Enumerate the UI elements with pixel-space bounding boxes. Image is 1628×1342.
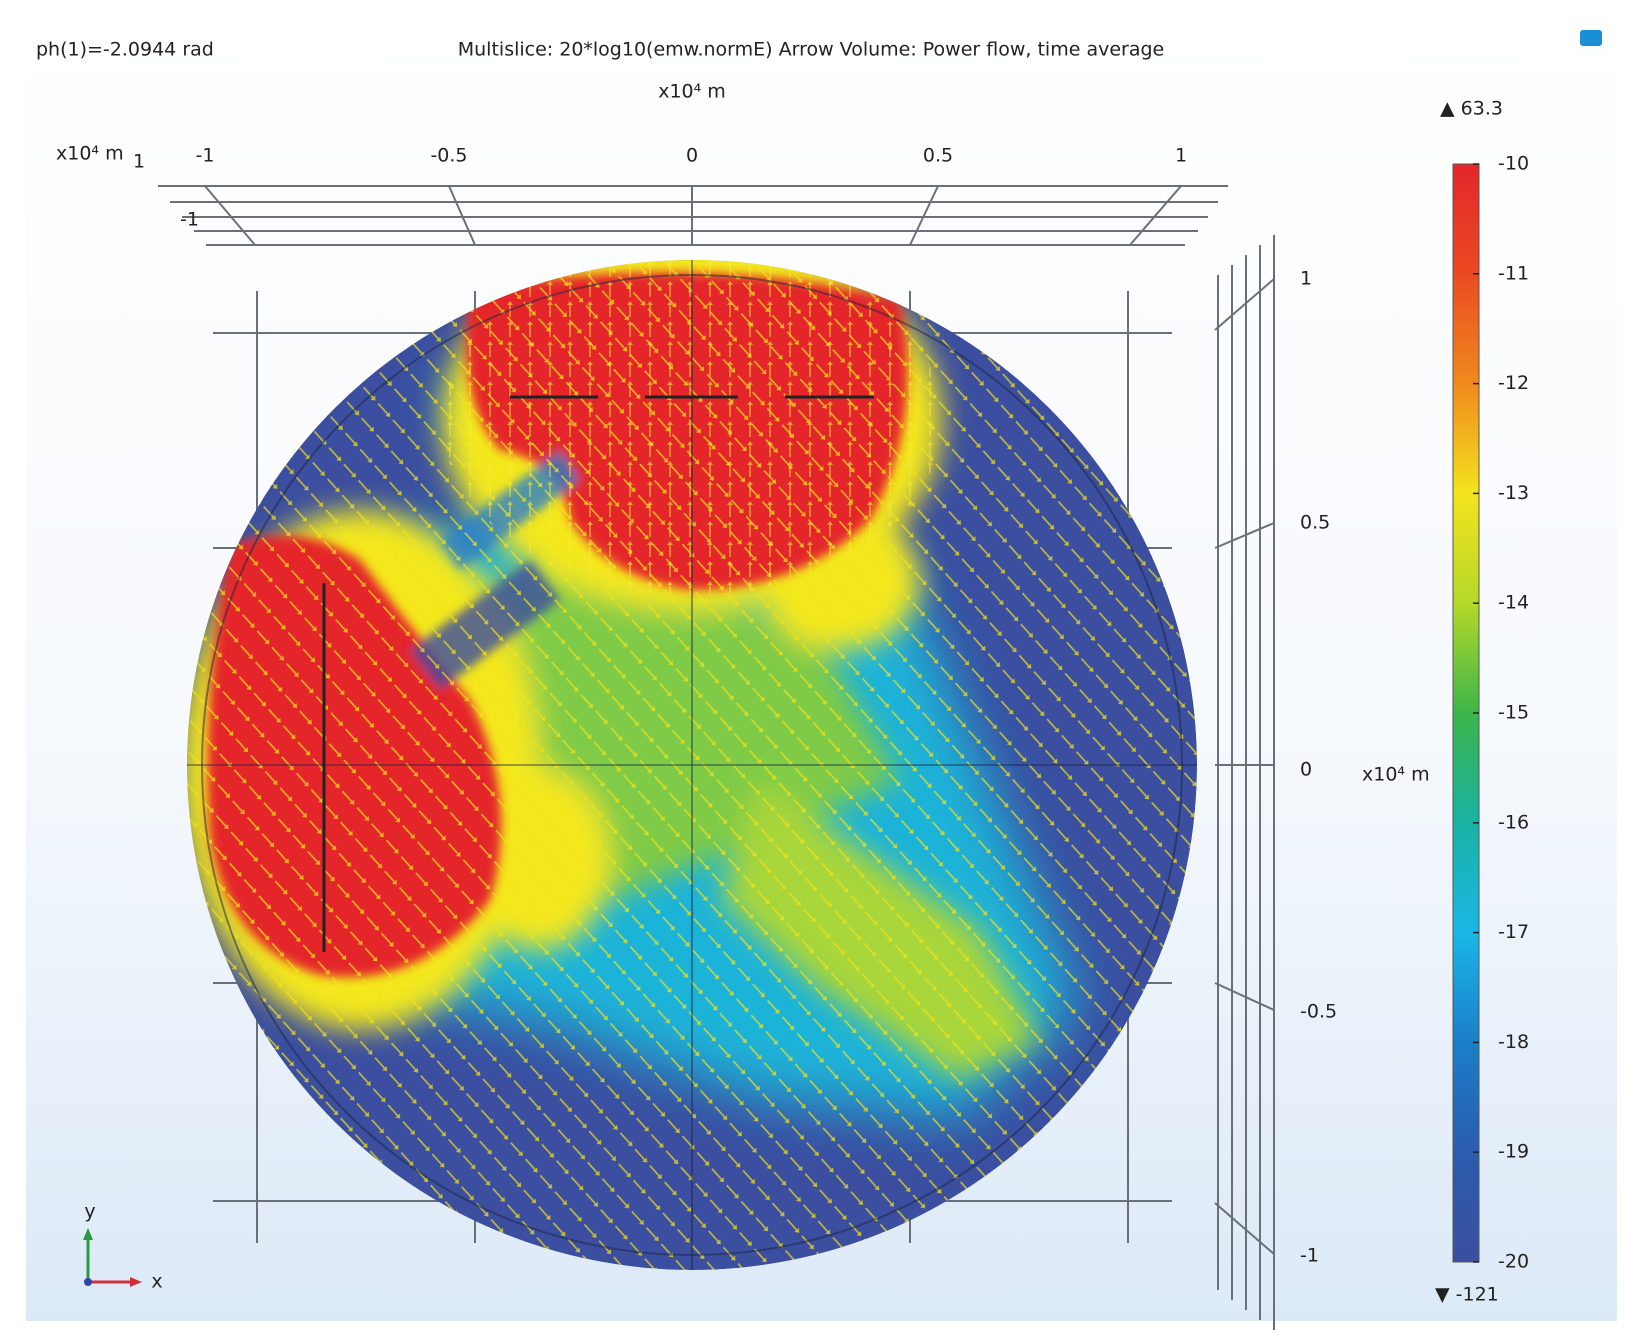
colorbar-tick-label: -19 [1498,1141,1529,1163]
corner-unit: x10⁴ m [56,143,124,165]
y-tick-label: -1 [1300,1245,1319,1267]
x-tick-label: 0 [686,145,698,167]
y-unit: x10⁴ m [1362,764,1430,786]
right-axis [1214,235,1275,1330]
colorbar-tick-label: -18 [1498,1031,1529,1053]
parameter-label: ph(1)=-2.0944 rad [36,39,214,61]
colorbar-tick-label: -20 [1498,1251,1529,1273]
logo-icon[interactable] [1580,30,1602,46]
x-tick-label: -1 [196,145,215,167]
colorbar-tick-label: -14 [1498,592,1529,614]
x-tick-label: 1 [1175,145,1187,167]
y-tick-label: 0.5 [1300,512,1330,534]
colorbar-tick-label: -10 [1498,153,1529,175]
colorbar-tick-label: -15 [1498,702,1529,724]
colorbar-tick-label: -11 [1498,262,1529,284]
colorbar-min: ▼ -121 [1435,1284,1499,1306]
plot-title: Multislice: 20*log10(emw.normE) Arrow Vo… [458,39,1164,61]
axis-triad [83,1228,142,1287]
x-tick-label: 0.5 [923,145,953,167]
field-plot [187,260,1197,1270]
colorbar-ticks: -10 -11 -12 -13 -14 -15 -16 -17 -18 -19 -20 [1473,153,1529,1273]
y-tick-label: 1 [1300,268,1312,290]
triad-x-label: x [151,1271,162,1293]
y-tick-label: -0.5 [1300,1001,1337,1023]
colorbar-tick-label: -17 [1498,921,1529,943]
triad-y-label: y [84,1201,95,1223]
colorbar-tick-label: -16 [1498,811,1529,833]
x-tick-label: -0.5 [430,145,467,167]
y-tick-label: 0 [1300,759,1312,781]
colorbar-max: ▲ 63.3 [1440,98,1503,120]
colorbar-tick-label: -12 [1498,372,1529,394]
colorbar-tick-label: -13 [1498,482,1529,504]
top-axis [158,185,1228,246]
x-unit: x10⁴ m [658,81,726,103]
corner-label: 1 [133,151,145,173]
corner-label: -1 [180,209,199,231]
